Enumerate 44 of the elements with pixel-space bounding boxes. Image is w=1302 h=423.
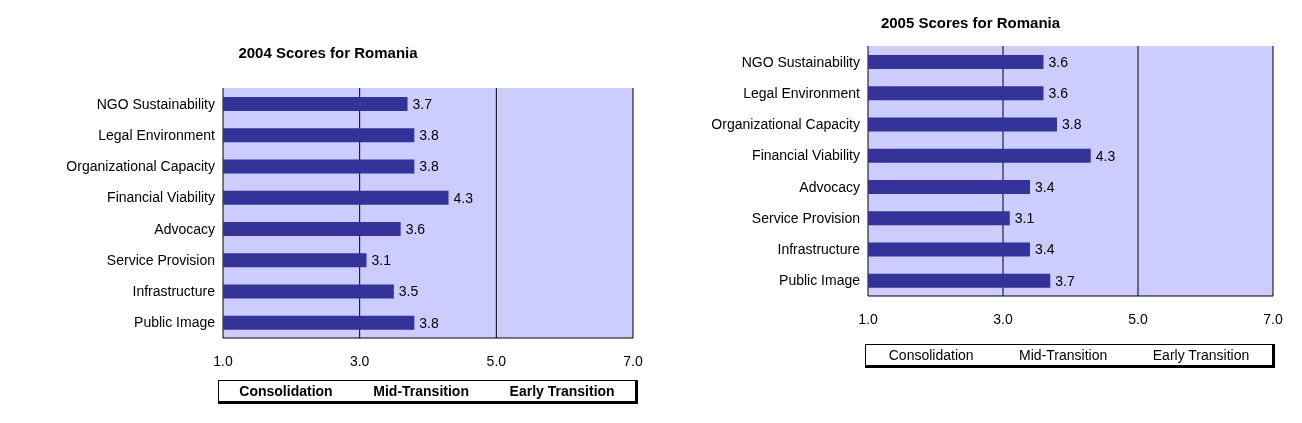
data-label: 3.6: [405, 220, 426, 237]
data-label: 3.8: [1062, 116, 1082, 133]
data-label: 3.1: [371, 252, 392, 269]
x-tick-label: 1.0: [858, 310, 878, 327]
data-label: 3.1: [1014, 210, 1035, 227]
y-tick-label: Infrastructure: [132, 283, 216, 300]
x-tick-label: 7.0: [1263, 310, 1283, 327]
y-tick-label: Advocacy: [799, 178, 860, 195]
data-label: 3.8: [419, 158, 440, 175]
y-tick-label: Legal Environment: [743, 84, 861, 101]
y-tick-label: Organizational Capacity: [711, 116, 860, 133]
y-tick-label: Service Provision: [751, 209, 860, 226]
y-tick-label: Legal Environment: [98, 126, 216, 143]
data-label: 3.8: [419, 314, 440, 331]
data-label: 3.4: [1035, 241, 1055, 258]
data-label: 3.4: [1035, 178, 1055, 195]
y-tick-label: Public Image: [779, 272, 861, 289]
y-tick-label: Public Image: [134, 314, 216, 331]
x-tick-label: 3.0: [349, 352, 370, 369]
data-label: 3.6: [1048, 53, 1069, 70]
data-label: 3.6: [1048, 85, 1069, 102]
y-tick-label: NGO Sustainability: [96, 95, 215, 112]
y-tick-label: Financial Viability: [107, 189, 215, 206]
data-label: 3.5: [398, 283, 419, 300]
y-tick-label: NGO Sustainability: [741, 53, 860, 70]
y-tick-label: Financial Viability: [752, 147, 860, 164]
y-tick-label: Infrastructure: [777, 241, 861, 258]
stage-scale-box: Consolidation Mid-Transition Early Transition: [865, 344, 1275, 368]
x-tick-label: 1.0: [213, 352, 233, 369]
y-tick-label: Organizational Capacity: [66, 158, 215, 175]
x-tick-label: 5.0: [486, 352, 507, 369]
y-tick-label: Service Provision: [106, 251, 215, 268]
x-tick-label: 3.0: [993, 310, 1013, 327]
chart-title: 2004 Scores for Romania: [237, 44, 419, 61]
data-label: 3.7: [412, 95, 433, 112]
data-label: 3.8: [419, 127, 440, 144]
y-tick-label: Advocacy: [154, 220, 215, 237]
x-tick-label: 5.0: [1128, 310, 1148, 327]
stage-scale-box: Consolidation Mid-Transition Early Transition: [218, 380, 638, 404]
chart-title: 2005 Scores for Romania: [879, 14, 1062, 31]
data-label: 4.3: [453, 189, 474, 206]
data-label: 3.7: [1055, 272, 1075, 289]
x-tick-label: 7.0: [623, 352, 643, 369]
data-label: 4.3: [1095, 147, 1116, 164]
